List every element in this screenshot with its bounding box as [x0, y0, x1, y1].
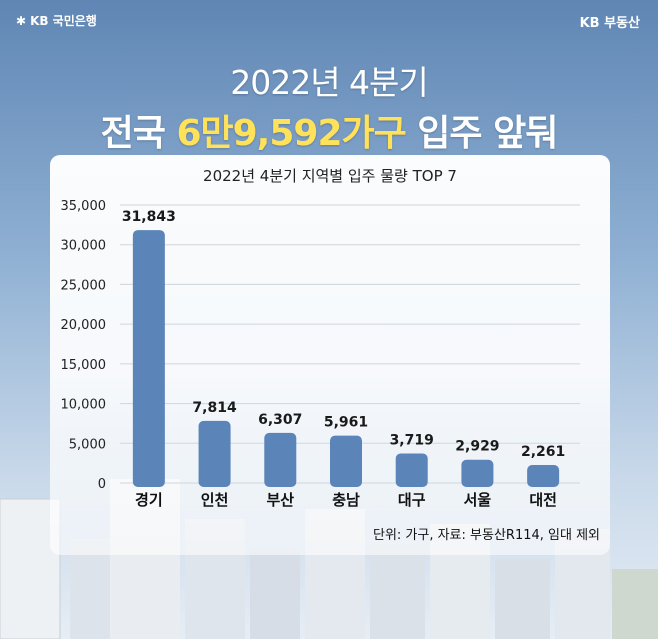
kb-bank-label: KB 국민은행 — [30, 14, 97, 28]
x-tick-label: 경기 — [135, 491, 163, 509]
bar — [527, 465, 560, 487]
y-tick-label: 15,000 — [61, 358, 107, 373]
x-tick-label: 부산 — [266, 491, 294, 509]
data-label: 3,719 — [390, 432, 434, 448]
y-tick-label: 5,000 — [69, 437, 106, 452]
x-tick-label: 서울 — [464, 491, 492, 509]
y-tick-label: 20,000 — [61, 318, 107, 333]
x-tick-label: 대구 — [398, 491, 426, 509]
source-note: 단위: 가구, 자료: 부동산R114, 임대 제외 — [372, 528, 600, 543]
y-tick-label: 30,000 — [61, 239, 107, 254]
data-label: 6,307 — [258, 412, 302, 428]
x-tick-label: 충남 — [332, 491, 360, 509]
bar — [198, 420, 231, 487]
kb-star-icon: ✱ — [16, 13, 27, 28]
bar — [264, 432, 297, 487]
y-tick-label: 35,000 — [61, 199, 107, 214]
headline-line2: 전국 6만9,592가구 입주 앞둬 — [0, 104, 658, 156]
chart-title: 2022년 4분기 지역별 입주 물량 TOP 7 — [203, 167, 457, 185]
bar — [395, 453, 428, 487]
chart-panel: 2022년 4분기 지역별 입주 물량 TOP 7 0 5,000 10,000 15… — [50, 155, 610, 555]
headline-prefix: 전국 — [100, 113, 166, 154]
bar-chart: 0 5,000 10,000 15,000 20,000 25,000 30,000 35,0… — [61, 199, 580, 509]
kb-bank-logo: ✱ KB 국민은행 — [16, 12, 97, 29]
data-label: 7,814 — [192, 400, 237, 416]
x-tick-label: 인천 — [201, 491, 229, 509]
bar — [330, 435, 362, 487]
data-label: 5,961 — [324, 415, 368, 431]
data-label: 2,261 — [521, 444, 565, 460]
data-label: 31,843 — [122, 209, 176, 225]
y-tick-label: 25,000 — [61, 278, 107, 293]
data-label: 2,929 — [455, 439, 499, 455]
headline-highlight: 6만9,592가구 — [176, 113, 406, 154]
headline-suffix: 입주 앞둬 — [417, 113, 558, 154]
x-tick-label: 대전 — [529, 491, 557, 509]
bar — [461, 459, 494, 487]
bar — [132, 230, 165, 487]
kb-realestate-logo: KB 부동산 — [579, 16, 640, 31]
headline-line1: 2022년 4분기 — [230, 63, 429, 102]
y-tick-label: 10,000 — [61, 398, 107, 413]
y-tick-label: 0 — [98, 477, 106, 492]
